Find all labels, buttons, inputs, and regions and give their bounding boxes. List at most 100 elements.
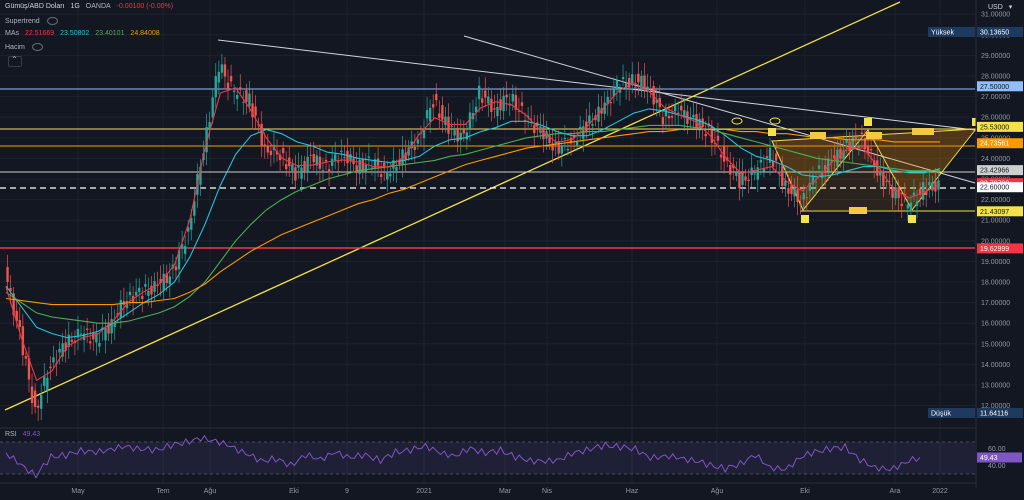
candle-body — [603, 102, 606, 114]
symbol-name[interactable]: Gümüş/ABD Doları — [5, 3, 65, 10]
price-level-tag-text: 22.60000 — [980, 185, 1009, 192]
candle-body — [888, 180, 891, 182]
y-tick-label: 27.00000 — [981, 94, 1010, 101]
x-tick-label: Eki — [800, 488, 810, 495]
candle-body — [514, 95, 518, 110]
candle-body — [588, 115, 591, 124]
candle-body — [208, 122, 211, 129]
candle-body — [520, 102, 524, 106]
candle-body — [882, 170, 885, 187]
price-level-tag-text: 19.62999 — [980, 246, 1009, 253]
candle-body — [909, 202, 913, 212]
candle-body — [407, 147, 410, 156]
candle-body — [324, 159, 328, 162]
candle-body — [931, 182, 934, 191]
candle-body — [885, 181, 888, 183]
pattern-point-a[interactable] — [801, 215, 809, 223]
rsi-label[interactable]: RSI — [5, 431, 17, 438]
candle-body — [281, 147, 285, 154]
candle-body — [869, 149, 873, 151]
currency-selector[interactable]: USD ▾ — [988, 3, 1016, 11]
candle-body — [141, 295, 144, 299]
candle-body — [85, 328, 89, 330]
candle-body — [921, 182, 925, 200]
candle-body — [612, 89, 616, 97]
y-tick-label: 24.00000 — [981, 156, 1010, 163]
price-level-tag-text: 25.53000 — [980, 124, 1009, 131]
mas-label[interactable]: MAs — [5, 30, 19, 37]
candle-body — [655, 99, 658, 103]
rsi-legend: RSI 49.43 — [5, 431, 44, 438]
pattern-point-c[interactable] — [908, 215, 916, 223]
candle-body — [190, 218, 193, 230]
candle-body — [747, 179, 750, 182]
pattern-point-x[interactable] — [768, 128, 776, 136]
candle-body — [425, 110, 429, 119]
ma-line-1[interactable] — [5, 82, 941, 382]
y-tick-label: 15.00000 — [981, 341, 1010, 348]
candle-body — [854, 136, 857, 139]
candle-body — [805, 197, 808, 199]
candle-body — [18, 320, 21, 327]
pattern-point-b[interactable] — [864, 118, 872, 126]
upper-trendline-2[interactable] — [463, 35, 976, 184]
x-tick-label: 2021 — [416, 488, 432, 495]
candle-body — [79, 333, 83, 335]
candle-body — [793, 187, 796, 197]
candle-body — [820, 171, 824, 178]
candle-body — [223, 64, 227, 77]
candle-body — [790, 184, 793, 195]
candle-body — [312, 153, 315, 163]
candle-body — [732, 164, 735, 169]
candle-body — [364, 164, 368, 172]
eye-icon[interactable] — [31, 43, 43, 51]
ma-line-2[interactable] — [5, 108, 941, 339]
long-uptrend-line[interactable] — [4, 1, 901, 411]
supertrend-label[interactable]: Supertrend — [5, 17, 40, 25]
price-change: -0.00100 (-0.00%) — [116, 3, 174, 10]
candle-body — [435, 93, 438, 101]
candle-body — [61, 343, 64, 357]
ma-line-4[interactable] — [5, 128, 940, 306]
candle-body — [24, 356, 28, 359]
rsi-line — [5, 434, 921, 479]
candle-body — [784, 180, 787, 187]
candle-body — [759, 159, 763, 163]
interval[interactable]: 1G — [70, 3, 80, 10]
candle-body — [670, 115, 674, 118]
volume-label[interactable]: Hacim — [5, 43, 25, 51]
candle-body — [683, 110, 686, 118]
candle-body — [517, 111, 521, 112]
candle-body — [193, 201, 196, 216]
candle-body — [505, 94, 508, 98]
marker-circle-2[interactable] — [769, 117, 781, 125]
candle-body — [578, 126, 582, 129]
candle-body — [278, 154, 282, 161]
candle-body — [214, 76, 217, 98]
collapse-toggle[interactable]: ⌃ — [8, 55, 22, 67]
candle-body — [615, 80, 619, 91]
candle-body — [416, 139, 420, 144]
candle-body — [361, 158, 364, 172]
eye-icon[interactable] — [46, 17, 58, 25]
chevron-up-icon: ⌃ — [11, 55, 18, 64]
candle-body — [768, 147, 772, 163]
marker-circle-1[interactable] — [731, 117, 743, 125]
candle-body — [379, 174, 383, 177]
price-level-tag — [977, 165, 1023, 176]
ma-line-3[interactable] — [5, 124, 940, 324]
candle-body — [98, 342, 101, 347]
candle-body — [845, 139, 848, 143]
candle-body — [162, 273, 165, 291]
ratio-label-3 — [912, 128, 934, 135]
upper-trendline[interactable] — [217, 39, 976, 131]
candle-body — [609, 101, 613, 104]
data-source: OANDA — [85, 3, 111, 10]
candle-body — [266, 145, 270, 153]
candle-body — [64, 342, 67, 351]
x-tick-label: Eki — [289, 488, 299, 495]
high-tag-label: Yüksek — [931, 29, 954, 36]
high-value-tag-text: 30.13650 — [980, 29, 1009, 36]
ma-value-3: 23.40101 — [95, 30, 125, 37]
